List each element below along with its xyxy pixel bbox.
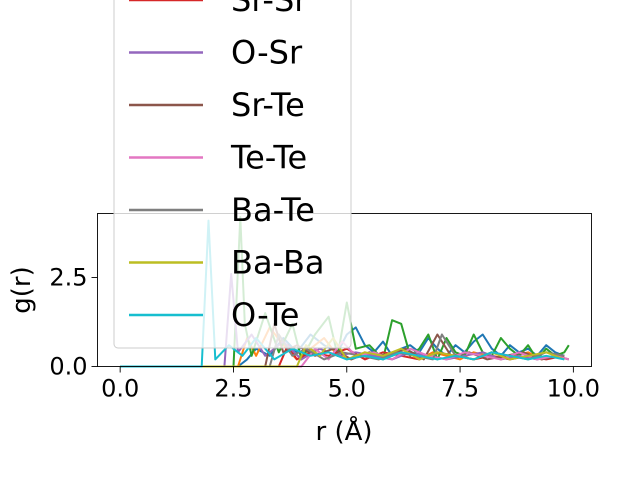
x-axis-label: r (Å) bbox=[315, 415, 372, 447]
x-tick-label-1: 2.5 bbox=[214, 375, 252, 403]
legend-label-7: O-Te bbox=[231, 296, 299, 334]
y-axis-label: g(r) bbox=[7, 266, 37, 313]
x-tick-label-4: 10.0 bbox=[547, 375, 600, 403]
x-tick-label-3: 7.5 bbox=[441, 375, 479, 403]
x-axis-ticks: 0.0 2.5 5.0 7.5 10.0 bbox=[101, 366, 600, 403]
legend: Sr-Sr O-Sr Sr-Te Te-Te Ba-Te Ba-Ba O-Te bbox=[113, 0, 352, 349]
legend-label-5: Ba-Te bbox=[231, 191, 315, 229]
legend-label-3: Sr-Te bbox=[231, 86, 305, 124]
legend-label-2: O-Sr bbox=[231, 34, 303, 72]
y-tick-label-1: 2.5 bbox=[49, 264, 87, 292]
y-tick-label-0: 0.0 bbox=[49, 353, 87, 381]
y-axis-ticks: 0.0 2.5 bbox=[49, 264, 98, 381]
legend-frame bbox=[113, 0, 352, 349]
legend-label-4: Te-Te bbox=[230, 139, 307, 177]
legend-items: Sr-Sr O-Sr Sr-Te Te-Te Ba-Te Ba-Ba O-Te bbox=[129, 0, 325, 334]
legend-label-1: Sr-Sr bbox=[231, 0, 308, 19]
x-tick-label-2: 5.0 bbox=[328, 375, 366, 403]
x-tick-label-0: 0.0 bbox=[101, 375, 139, 403]
legend-label-6: Ba-Ba bbox=[231, 244, 325, 282]
